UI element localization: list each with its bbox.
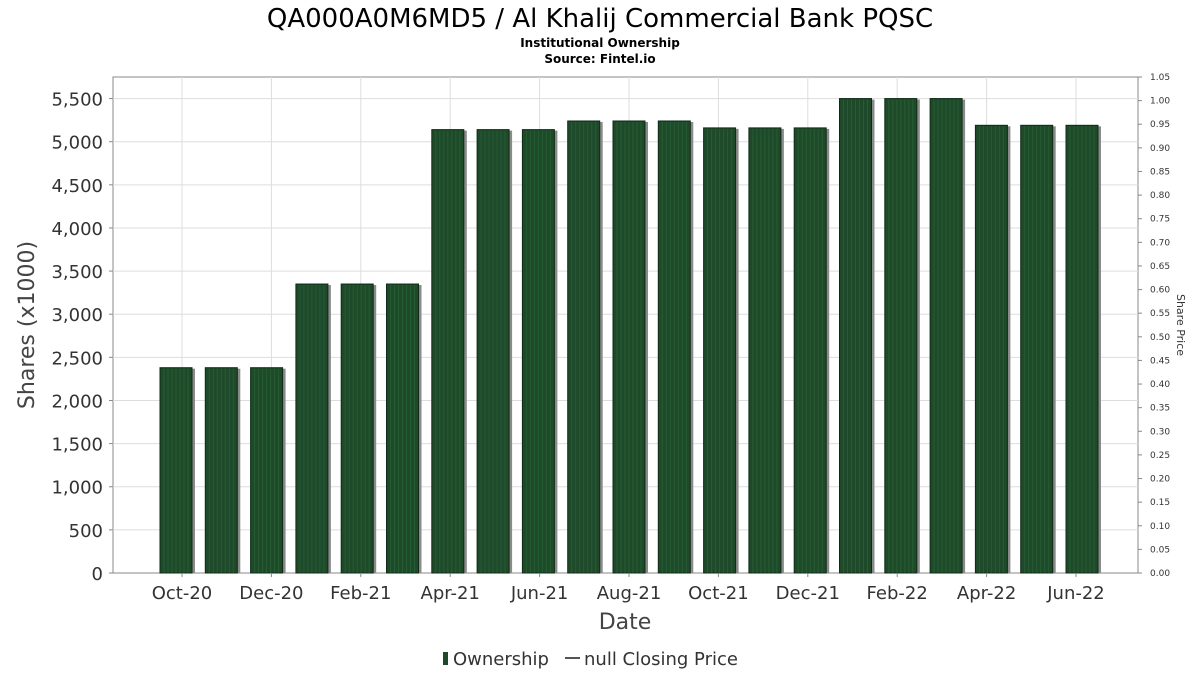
x-tick-label: Feb-22 xyxy=(867,583,928,604)
y2-tick-label: 0.15 xyxy=(1150,498,1170,508)
y-tick-label: 0 xyxy=(92,564,103,585)
y2-tick-label: 0.50 xyxy=(1150,333,1170,343)
y2-tick-label: 0.05 xyxy=(1150,545,1170,555)
chart-subtitle: Institutional Ownership xyxy=(520,36,680,50)
x-tick-label: Feb-21 xyxy=(330,583,391,604)
y2-tick-label: 0.00 xyxy=(1150,569,1170,579)
y2-axis-label: Share Price xyxy=(1174,294,1187,356)
y2-tick-label: 0.45 xyxy=(1150,356,1170,366)
y-tick-label: 4,500 xyxy=(51,176,103,197)
x-tick-label: Jun-21 xyxy=(510,583,569,604)
bars xyxy=(159,98,1101,574)
x-axis-label: Date xyxy=(599,610,652,635)
chart-title: QA000A0M6MD5 / Al Khalij Commercial Bank… xyxy=(267,4,933,34)
legend-closing-price: null Closing Price xyxy=(584,649,738,670)
y-tick-label: 3,500 xyxy=(51,262,103,283)
x-tick-label: Oct-20 xyxy=(152,583,213,604)
x-tick-label: Apr-21 xyxy=(421,583,480,604)
x-tick-label: Jun-22 xyxy=(1046,583,1105,604)
x-tick-label: Apr-22 xyxy=(957,583,1016,604)
y2-tick-label: 0.60 xyxy=(1150,286,1170,296)
y-tick-label: 3,000 xyxy=(51,305,103,326)
y-tick-label: 2,500 xyxy=(51,348,103,369)
y2-tick-label: 1.00 xyxy=(1150,97,1170,107)
x-tick-label: Dec-20 xyxy=(239,583,303,604)
y2-tick-label: 0.75 xyxy=(1150,215,1170,225)
right-axis: 0.00 0.05 0.10 0.15 0.20 0.25 0.30 0.35 0.40 0.45… xyxy=(1138,73,1170,579)
x-tick-label: Aug-21 xyxy=(597,583,662,604)
y2-tick-label: 0.95 xyxy=(1150,120,1170,130)
legend: Ownership null Closing Price xyxy=(443,649,738,670)
chart-source: Source: Fintel.io xyxy=(544,52,655,66)
x-tick-label: Oct-21 xyxy=(688,583,749,604)
left-axis: 0 500 1,000 1,500 2,000 2,500 3,000 3,500 4,000 4… xyxy=(51,90,113,585)
y2-tick-label: 0.40 xyxy=(1150,380,1170,390)
y-tick-label: 5,500 xyxy=(51,90,103,111)
y2-tick-label: 1.05 xyxy=(1150,73,1170,83)
y-tick-label: 5,000 xyxy=(51,133,103,154)
y-axis-label: Shares (x1000) xyxy=(15,241,40,409)
y2-tick-label: 0.25 xyxy=(1150,451,1170,461)
y2-tick-label: 0.30 xyxy=(1150,427,1170,437)
legend-swatch-ownership xyxy=(443,652,448,665)
legend-ownership: Ownership xyxy=(453,649,549,670)
x-tick-label: Dec-21 xyxy=(776,583,840,604)
y2-tick-label: 0.20 xyxy=(1150,475,1170,485)
y2-tick-label: 0.90 xyxy=(1150,144,1170,154)
y2-tick-label: 0.10 xyxy=(1150,522,1170,532)
y2-tick-label: 0.55 xyxy=(1150,309,1170,319)
y2-tick-label: 0.80 xyxy=(1150,191,1170,201)
y-tick-label: 4,000 xyxy=(51,219,103,240)
y2-tick-label: 0.35 xyxy=(1150,404,1170,414)
y2-tick-label: 0.85 xyxy=(1150,167,1170,177)
y-tick-label: 2,000 xyxy=(51,391,103,412)
x-axis: Oct-20 Dec-20 Feb-21 Apr-21 Jun-21 Aug-21 Oct-… xyxy=(152,573,1105,604)
y2-tick-label: 0.70 xyxy=(1150,238,1170,248)
y-tick-label: 500 xyxy=(69,521,103,542)
y2-tick-label: 0.65 xyxy=(1150,262,1170,272)
y-tick-label: 1,000 xyxy=(51,478,103,499)
y-tick-label: 1,500 xyxy=(51,435,103,456)
